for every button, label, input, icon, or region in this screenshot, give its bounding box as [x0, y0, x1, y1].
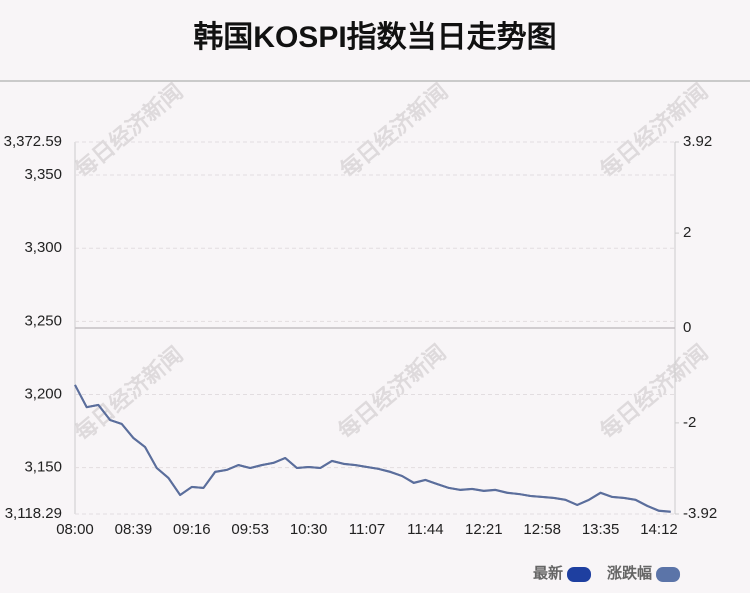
- chart-title: 韩国KOSPI指数当日走势图: [193, 21, 556, 54]
- y-tick-label: 3,372.59: [4, 133, 62, 150]
- x-tick-label: 13:35: [582, 521, 620, 538]
- y2-tick-label: 3.92: [683, 133, 712, 150]
- x-tick-label: 11:07: [349, 521, 385, 538]
- legend-swatch: [656, 567, 681, 582]
- x-tick-label: 12:21: [465, 521, 503, 538]
- legend-swatch: [567, 567, 592, 582]
- y2-tick-label: 2: [683, 224, 691, 241]
- y-tick-label: 3,200: [24, 385, 62, 402]
- x-tick-label: 09:16: [173, 521, 211, 538]
- x-tick-label: 09:53: [231, 521, 269, 538]
- y-tick-label: 3,150: [24, 459, 62, 476]
- legend-label: 最新: [533, 564, 563, 582]
- x-tick-label: 10:30: [290, 521, 328, 538]
- y-tick-label: 3,118.29: [5, 505, 62, 522]
- x-tick-label: 08:00: [56, 521, 94, 538]
- y-tick-label: 3,300: [24, 239, 62, 256]
- y2-tick-label: 0: [683, 319, 691, 336]
- legend-label: 涨跌幅: [607, 564, 652, 582]
- x-tick-label: 11:44: [407, 521, 443, 538]
- x-tick-label: 12:58: [523, 521, 561, 538]
- y-tick-label: 3,250: [24, 312, 62, 329]
- x-tick-label: 08:39: [115, 521, 153, 538]
- x-tick-label: 14:12: [640, 521, 678, 538]
- y2-tick-label: -2: [683, 414, 696, 431]
- series-line: [74, 384, 671, 513]
- y2-tick-label: -3.92: [683, 505, 717, 522]
- y-tick-label: 3,350: [24, 166, 62, 183]
